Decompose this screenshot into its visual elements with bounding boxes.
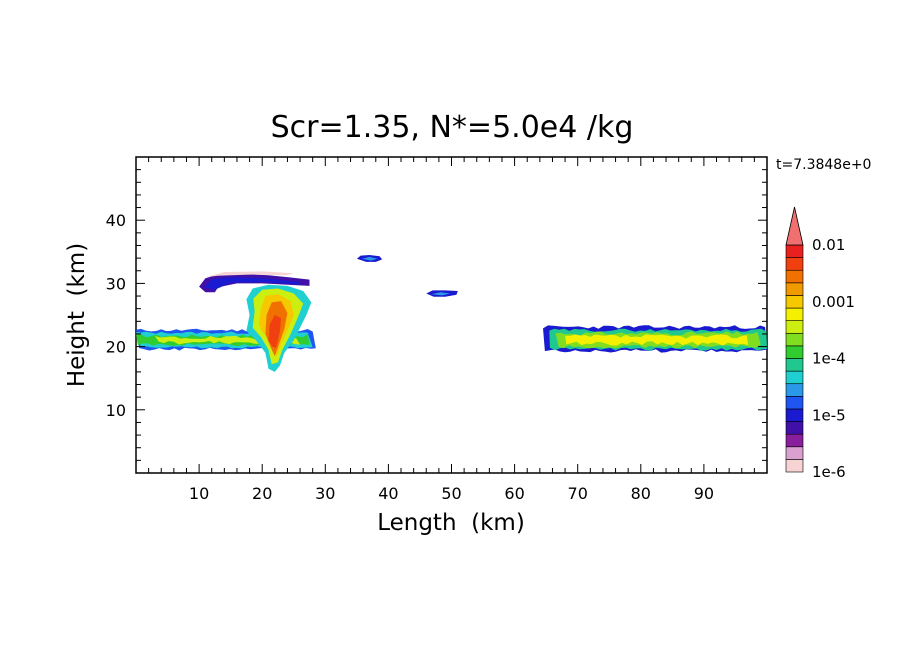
x-tick-label: 80 bbox=[631, 484, 651, 503]
x-tick-label: 70 bbox=[568, 484, 588, 503]
anvil-pink bbox=[205, 271, 294, 278]
colorbar-swatch bbox=[785, 446, 804, 460]
colorbar-swatch bbox=[785, 408, 804, 422]
colorbar-swatch bbox=[785, 358, 804, 372]
colorbar-swatch bbox=[785, 320, 804, 334]
colorbar-swatch bbox=[785, 307, 804, 321]
colorbar-swatch bbox=[785, 396, 804, 410]
colorbar-label: 0.01 bbox=[812, 236, 845, 254]
tower-hot-core bbox=[268, 315, 282, 348]
colorbar-label: 1e-5 bbox=[812, 406, 846, 424]
colorbar-label: 1e-4 bbox=[812, 350, 846, 368]
small-cloud-2-core bbox=[431, 292, 451, 296]
colorbar-swatch bbox=[785, 244, 804, 258]
x-tick-label: 40 bbox=[378, 484, 398, 503]
x-tick-label: 60 bbox=[504, 484, 524, 503]
colorbar-swatch bbox=[785, 383, 804, 397]
y-tick-label: 30 bbox=[106, 274, 126, 293]
x-tick-label: 30 bbox=[315, 484, 335, 503]
colorbar-swatch bbox=[785, 433, 804, 448]
colorbar-label: 1e-6 bbox=[812, 463, 846, 481]
colorbar-swatch bbox=[785, 421, 804, 435]
colorbar-swatch bbox=[785, 257, 804, 271]
time-label: t=7.3848e+0 bbox=[776, 157, 871, 173]
y-axis: 10 20 30 40 bbox=[106, 156, 767, 474]
x-axis: 10 20 30 40 50 60 70 80 90 bbox=[135, 157, 768, 503]
chart-title: Scr=1.35, N*=5.0e4 /kg bbox=[271, 110, 634, 145]
y-tick-label: 40 bbox=[106, 211, 126, 230]
x-tick-label: 10 bbox=[189, 484, 209, 503]
colorbar-swatch bbox=[785, 459, 804, 473]
plot-frame bbox=[135, 156, 768, 474]
colorbar-swatch bbox=[785, 282, 804, 296]
colorbar: 0.01 0.001 1e-4 1e-5 1e-6 bbox=[785, 206, 855, 481]
layer-right-inner bbox=[565, 334, 749, 346]
x-tick-label: 50 bbox=[441, 484, 461, 503]
colorbar-swatch bbox=[785, 345, 804, 359]
colorbar-swatch bbox=[785, 370, 804, 385]
y-axis-label: Height (km) bbox=[64, 243, 90, 387]
y-tick-label: 20 bbox=[106, 338, 126, 357]
y-tick-label: 10 bbox=[106, 401, 126, 420]
colorbar-swatch bbox=[785, 295, 804, 309]
x-tick-label: 20 bbox=[252, 484, 272, 503]
x-tick-label: 90 bbox=[694, 484, 714, 503]
colorbar-swatch bbox=[785, 332, 804, 347]
plot-area: 10 20 30 40 50 60 70 80 90 10 20 30 40 bbox=[106, 156, 768, 503]
cloud-field bbox=[136, 255, 767, 372]
colorbar-overflow-arrow bbox=[785, 206, 804, 246]
anvil-inner bbox=[204, 277, 301, 290]
colorbar-label: 0.001 bbox=[812, 293, 855, 311]
small-cloud-1-core bbox=[361, 256, 378, 261]
x-axis-label: Length (km) bbox=[377, 510, 525, 536]
colorbar-swatch bbox=[785, 269, 804, 284]
